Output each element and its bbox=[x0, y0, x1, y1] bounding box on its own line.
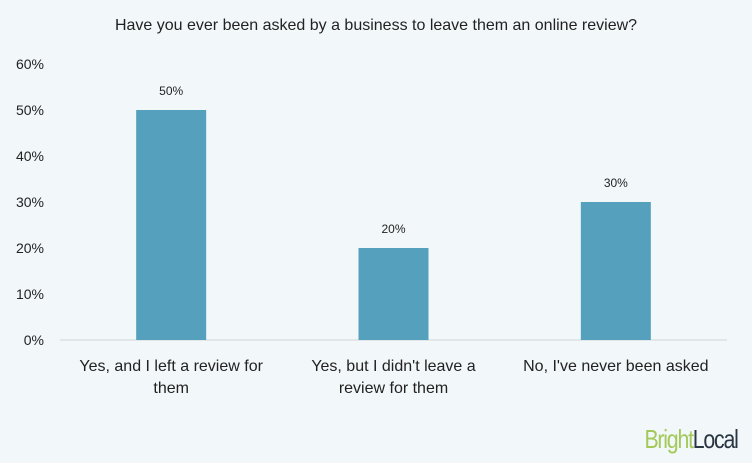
x-tick-label: review for them bbox=[339, 380, 448, 397]
x-tick-label: them bbox=[153, 380, 189, 397]
data-label: 20% bbox=[381, 222, 405, 236]
x-tick-label: Yes, but I didn't leave a bbox=[311, 358, 475, 375]
y-tick-label: 50% bbox=[16, 102, 44, 118]
bar bbox=[580, 202, 651, 340]
bar bbox=[358, 248, 429, 340]
data-label: 50% bbox=[159, 84, 183, 98]
y-tick-label: 20% bbox=[16, 240, 44, 256]
y-tick-label: 40% bbox=[16, 148, 44, 164]
bar bbox=[136, 110, 207, 340]
y-tick-label: 60% bbox=[16, 56, 44, 72]
x-tick-label: Yes, and I left a review for bbox=[79, 358, 263, 375]
y-tick-label: 10% bbox=[16, 286, 44, 302]
brightlocal-logo: BrightLocal bbox=[644, 424, 739, 454]
chart-title: Have you ever been asked by a business t… bbox=[114, 17, 638, 34]
data-label: 30% bbox=[604, 176, 628, 190]
x-tick-label: No, I've never been asked bbox=[523, 358, 708, 375]
y-tick-label: 0% bbox=[24, 332, 44, 348]
y-tick-label: 30% bbox=[16, 194, 44, 210]
